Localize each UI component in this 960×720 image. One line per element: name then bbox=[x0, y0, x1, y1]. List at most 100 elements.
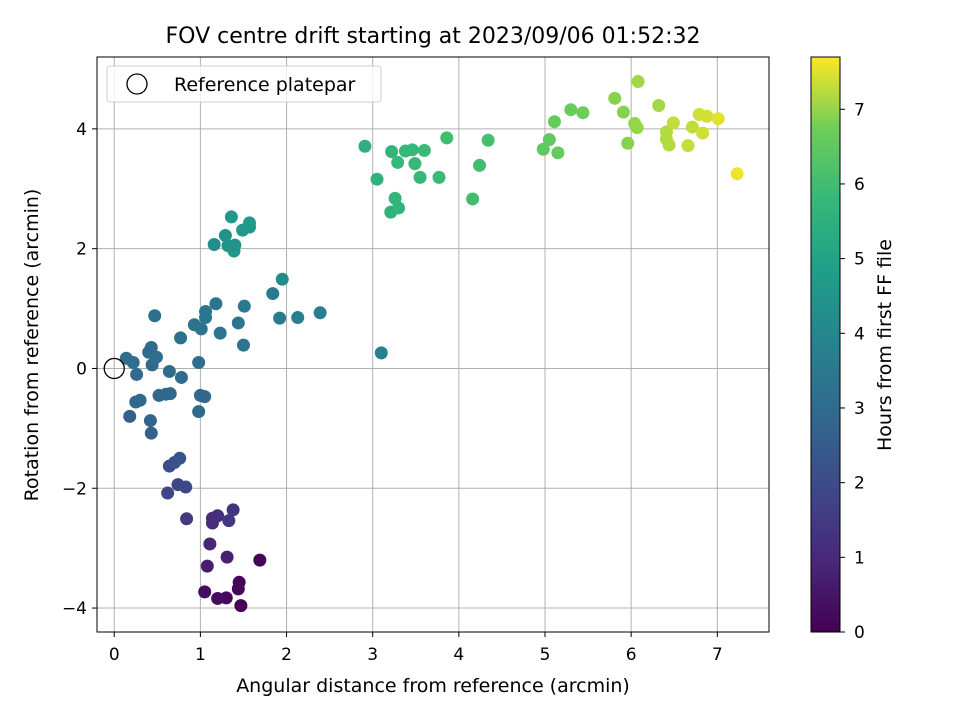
colorbar-tick-label: 2 bbox=[854, 474, 865, 494]
scatter-point bbox=[266, 287, 280, 301]
legend: Reference platepar bbox=[106, 65, 382, 103]
scatter-point bbox=[659, 125, 673, 139]
x-tick-label: 6 bbox=[626, 645, 637, 665]
x-axis-label: Angular distance from reference (arcmin) bbox=[236, 675, 630, 697]
scatter-point bbox=[130, 367, 144, 381]
scatter-point bbox=[198, 390, 212, 404]
scatter-point bbox=[179, 480, 193, 494]
legend-marker bbox=[126, 73, 148, 95]
scatter-point bbox=[542, 133, 556, 147]
scatter-point bbox=[144, 340, 158, 354]
scatter-point bbox=[231, 316, 245, 330]
colorbar-tick-label: 0 bbox=[854, 623, 865, 643]
scatter-point bbox=[536, 142, 550, 156]
colorbar-tick-label: 1 bbox=[854, 548, 865, 568]
scatter-point bbox=[440, 131, 454, 145]
scatter-point bbox=[200, 559, 214, 573]
y-tick-label: −2 bbox=[62, 479, 87, 499]
scatter-point bbox=[192, 405, 206, 419]
scatter-point bbox=[161, 486, 175, 500]
scatter-point bbox=[234, 599, 248, 613]
scatter-point bbox=[370, 172, 384, 186]
scatter-point bbox=[313, 306, 327, 320]
chart-title: FOV centre drift starting at 2023/09/06 … bbox=[166, 24, 701, 49]
scatter-point bbox=[730, 167, 744, 181]
scatter-point bbox=[547, 115, 561, 129]
scatter-point bbox=[228, 238, 242, 252]
colorbar-tick-label: 3 bbox=[854, 399, 865, 419]
x-tick-label: 7 bbox=[712, 645, 723, 665]
scatter-point bbox=[198, 585, 212, 599]
scatter-point bbox=[149, 350, 163, 364]
scatter-point bbox=[143, 414, 157, 428]
y-axis-label: Rotation from reference (arcmin) bbox=[21, 189, 43, 502]
x-tick-label: 2 bbox=[281, 645, 292, 665]
colorbar-tick-label: 5 bbox=[854, 250, 865, 270]
scatter-point bbox=[174, 370, 188, 384]
colorbar-label: Hours from first FF file bbox=[874, 239, 896, 451]
scatter-point bbox=[180, 512, 194, 526]
scatter-point bbox=[432, 170, 446, 184]
reference-platepar-marker bbox=[103, 357, 125, 380]
scatter-point bbox=[405, 143, 419, 157]
y-tick-label: 2 bbox=[76, 240, 87, 260]
scatter-point bbox=[711, 112, 725, 126]
scatter-point bbox=[417, 143, 431, 157]
scatter-point bbox=[192, 355, 206, 369]
scatter-point bbox=[213, 326, 227, 340]
scatter-point bbox=[273, 311, 287, 325]
scatter-point bbox=[576, 106, 590, 120]
scatter-point bbox=[666, 116, 680, 130]
scatter-point bbox=[681, 139, 695, 153]
scatter-point bbox=[207, 237, 221, 251]
scatter-point bbox=[173, 451, 187, 465]
scatter-point bbox=[236, 338, 250, 352]
scatter-point bbox=[275, 272, 289, 286]
colorbar-gradient bbox=[810, 56, 841, 633]
scatter-point bbox=[203, 537, 217, 551]
scatter-point bbox=[224, 210, 238, 224]
scatter-point bbox=[199, 305, 213, 319]
x-tick-label: 0 bbox=[109, 645, 120, 665]
colorbar-tick-label: 6 bbox=[854, 175, 865, 195]
scatter-point bbox=[374, 346, 388, 360]
x-tick-label: 1 bbox=[195, 645, 206, 665]
scatter-point bbox=[231, 582, 245, 596]
scatter-point bbox=[631, 75, 645, 89]
scatter-point bbox=[564, 103, 578, 117]
scatter-point bbox=[237, 299, 251, 313]
scatter-point bbox=[211, 591, 225, 605]
y-tick-label: 4 bbox=[76, 120, 87, 140]
scatter-point bbox=[242, 216, 256, 230]
scatter-point bbox=[291, 311, 305, 325]
plot-frame bbox=[96, 56, 770, 633]
scatter-point bbox=[123, 409, 137, 423]
scatter-point bbox=[222, 514, 236, 528]
scatter-point bbox=[218, 228, 232, 242]
scatter-point bbox=[608, 91, 622, 105]
colorbar-tick-label: 4 bbox=[854, 324, 865, 344]
colorbar: 0 1 2 3 4 5 6 7 Hours from first FF file bbox=[810, 56, 896, 643]
scatter-point bbox=[696, 126, 710, 140]
y-tick-label: 0 bbox=[76, 359, 87, 379]
scatter-point bbox=[391, 155, 405, 169]
scatter-point bbox=[392, 201, 406, 215]
scatter-point bbox=[662, 138, 676, 152]
scatter-point bbox=[209, 297, 223, 311]
data-points bbox=[103, 75, 744, 613]
legend-label: Reference platepar bbox=[174, 74, 356, 96]
scatter-point bbox=[408, 157, 422, 171]
axes: 0 1 2 3 4 5 6 7 −4 −2 0 2 4 bbox=[62, 120, 723, 665]
scatter-point bbox=[652, 99, 666, 113]
scatter-point bbox=[133, 393, 147, 407]
scatter-point bbox=[253, 553, 267, 567]
scatter-point bbox=[700, 109, 714, 123]
scatter-point bbox=[616, 105, 630, 119]
scatter-point bbox=[220, 550, 234, 564]
scatter-point bbox=[126, 355, 140, 369]
scatter-point bbox=[473, 158, 487, 172]
colorbar-tick-label: 7 bbox=[854, 100, 865, 120]
scatter-point bbox=[205, 511, 219, 525]
scatter-point bbox=[163, 387, 177, 401]
